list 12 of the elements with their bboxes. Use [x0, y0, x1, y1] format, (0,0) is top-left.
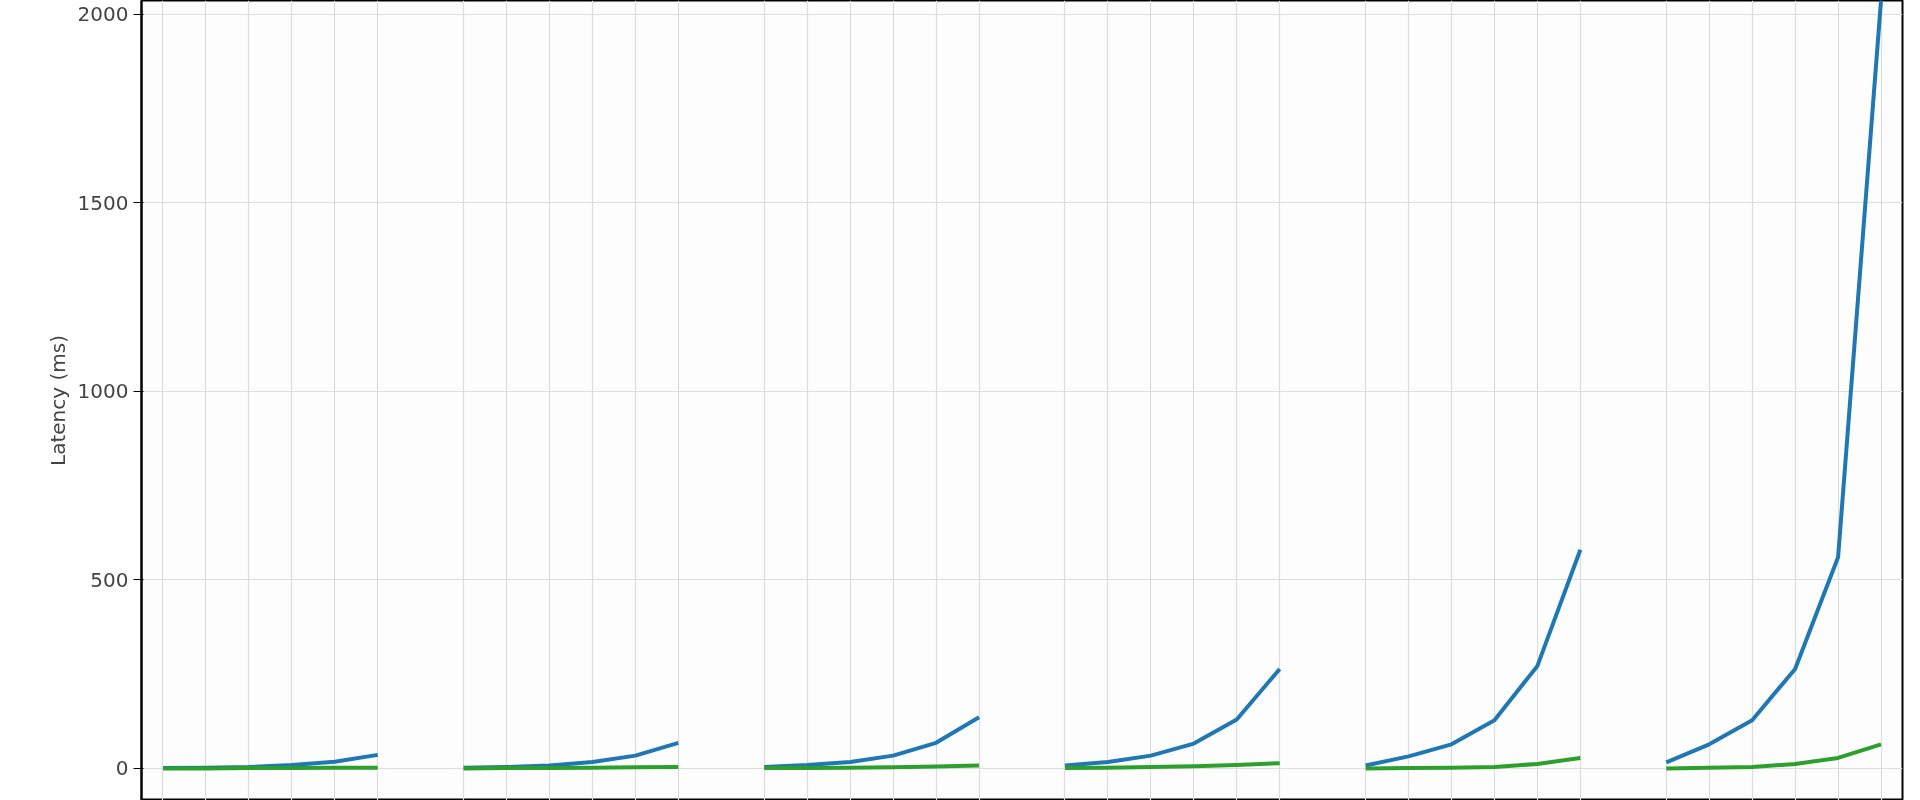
y-tick-label: 1500	[77, 190, 129, 215]
line-series	[762, 715, 982, 769]
line-series	[1664, 0, 1884, 765]
y-tick-label: 500	[90, 567, 129, 592]
line-series	[1363, 547, 1583, 768]
y-tick-label: 1000	[77, 379, 129, 404]
y-tick-label: 2000	[77, 2, 129, 27]
line-series	[1062, 666, 1282, 768]
line-series	[1363, 755, 1583, 771]
y-tick-label: 0	[115, 756, 129, 781]
line-series	[1664, 742, 1884, 771]
y-axis-title: Latency (ms)	[45, 335, 70, 466]
